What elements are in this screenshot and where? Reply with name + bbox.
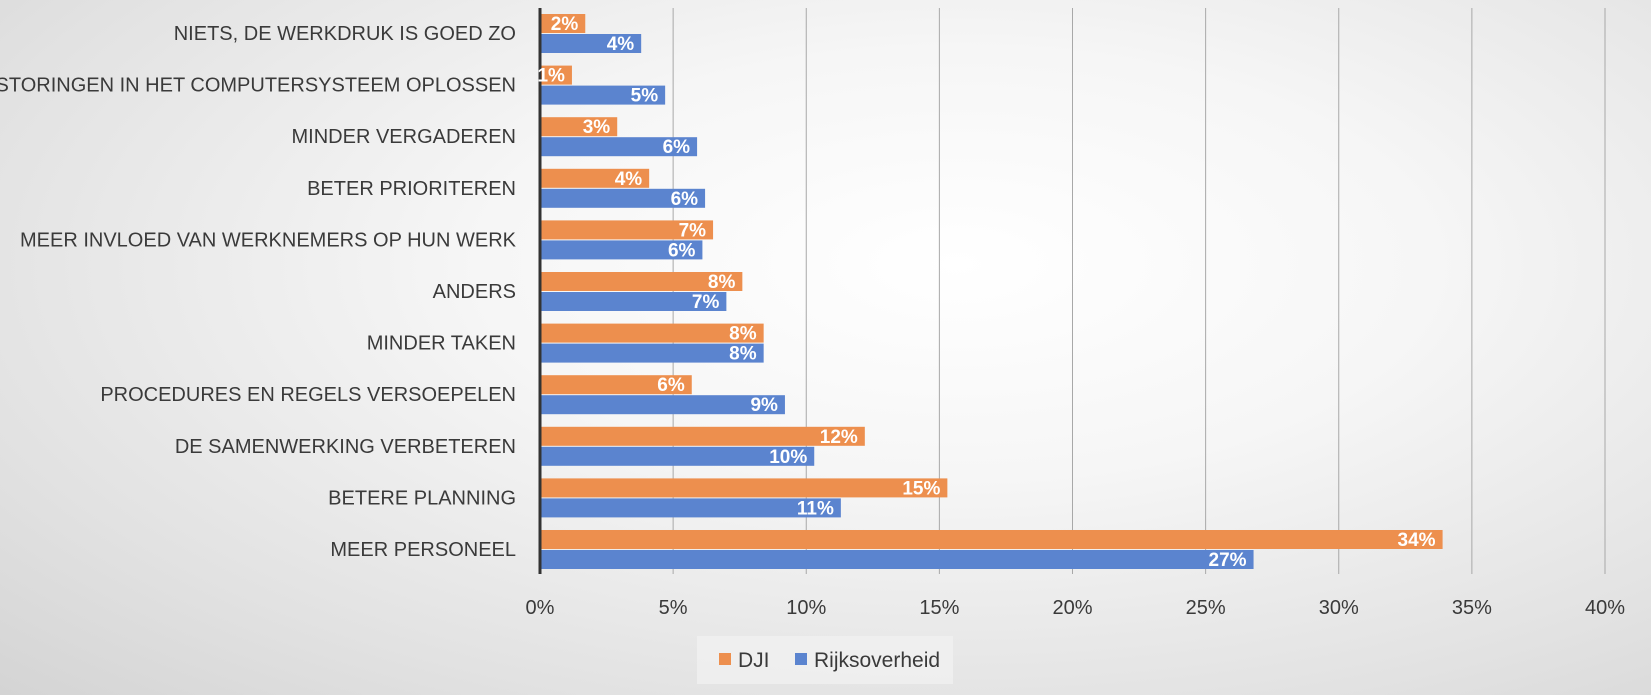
x-tick-label: 5% [659,597,688,619]
data-label: 6% [663,137,691,158]
x-tick-label: 20% [1052,597,1092,619]
category-label: STORINGEN IN HET COMPUTERSYSTEEM OPLOSSE… [0,75,516,97]
data-label: 15% [902,478,940,499]
data-label: 9% [750,395,778,416]
legend-swatch [719,653,731,665]
x-tick-label: 25% [1186,597,1226,619]
bar-dji [540,14,586,33]
bars [540,14,1443,569]
bar-dji [540,426,865,446]
data-label: 12% [820,427,858,448]
category-label: BETERE PLANNING [328,487,516,509]
legend-swatch [795,653,807,665]
category-label: PROCEDURES EN REGELS VERSOEPELEN [100,384,516,406]
data-label: 11% [797,498,834,519]
bar-rijksoverheid [540,240,703,260]
bar-dji [540,272,743,291]
category-label: DE SAMENWERKING VERBETEREN [175,436,516,458]
bar-dji [540,375,692,395]
data-label: 4% [615,169,643,190]
data-label: 10% [769,447,807,468]
data-label: 8% [708,272,736,293]
data-label: 3% [583,117,611,138]
data-label: 8% [729,324,757,345]
data-label: 5% [631,86,659,107]
bar-rijksoverheid [540,292,727,311]
x-tick-label: 0% [526,597,555,619]
bar-dji [540,65,572,85]
axes: 0% 5% 10% 15% 20% 25% 30% 35% 40% [526,8,1625,619]
data-label: 4% [607,34,635,55]
data-label: 2% [551,14,579,35]
data-label: 6% [668,240,696,261]
category-label: MEER PERSONEEL [330,539,516,561]
legend: DJI Rijksoverheid [697,636,953,684]
legend-label: DJI [738,649,770,672]
data-label: 7% [679,220,707,241]
labels: NIETS, DE WERKDRUK IS GOED ZO 2% 4% STORING… [0,14,1436,571]
data-label: 27% [1209,550,1247,571]
bar-rijksoverheid [540,395,785,415]
x-tick-label: 30% [1319,597,1359,619]
data-label: 6% [671,189,699,210]
category-label: MINDER TAKEN [367,333,516,355]
x-tick-label: 40% [1585,597,1625,619]
bar-dji [540,478,948,498]
data-label: 1% [537,66,565,87]
bar-rijksoverheid [540,550,1254,569]
x-tick-label: 35% [1452,597,1492,619]
x-tick-label: 15% [919,597,959,619]
data-label: 6% [657,375,685,396]
bar-rijksoverheid [540,188,706,208]
data-label: 7% [692,292,720,313]
category-label: NIETS, DE WERKDRUK IS GOED ZO [174,23,516,45]
bar-dji [540,530,1443,549]
gridlines [672,8,1606,574]
bar-rijksoverheid [540,85,666,105]
bar-rijksoverheid [540,137,698,157]
bar-dji [540,323,764,343]
category-label: ANDERS [433,281,516,303]
bar-rijksoverheid [540,34,642,53]
bar-rijksoverheid [540,446,815,466]
data-label: 34% [1398,530,1436,551]
category-label: MEER INVLOED VAN WERKNEMERS OP HUN WERK [20,229,517,251]
legend-box [697,636,953,684]
category-label: BETER PRIORITEREN [307,178,516,200]
bar-dji [540,117,618,137]
x-tick-label: 10% [786,597,826,619]
legend-label: Rijksoverheid [814,649,940,672]
data-label: 8% [729,344,757,365]
bar-rijksoverheid [540,343,764,363]
bar-dji [540,168,650,188]
bar-rijksoverheid [540,498,841,518]
bar-dji [540,220,714,240]
category-label: MINDER VERGADEREN [292,126,516,148]
